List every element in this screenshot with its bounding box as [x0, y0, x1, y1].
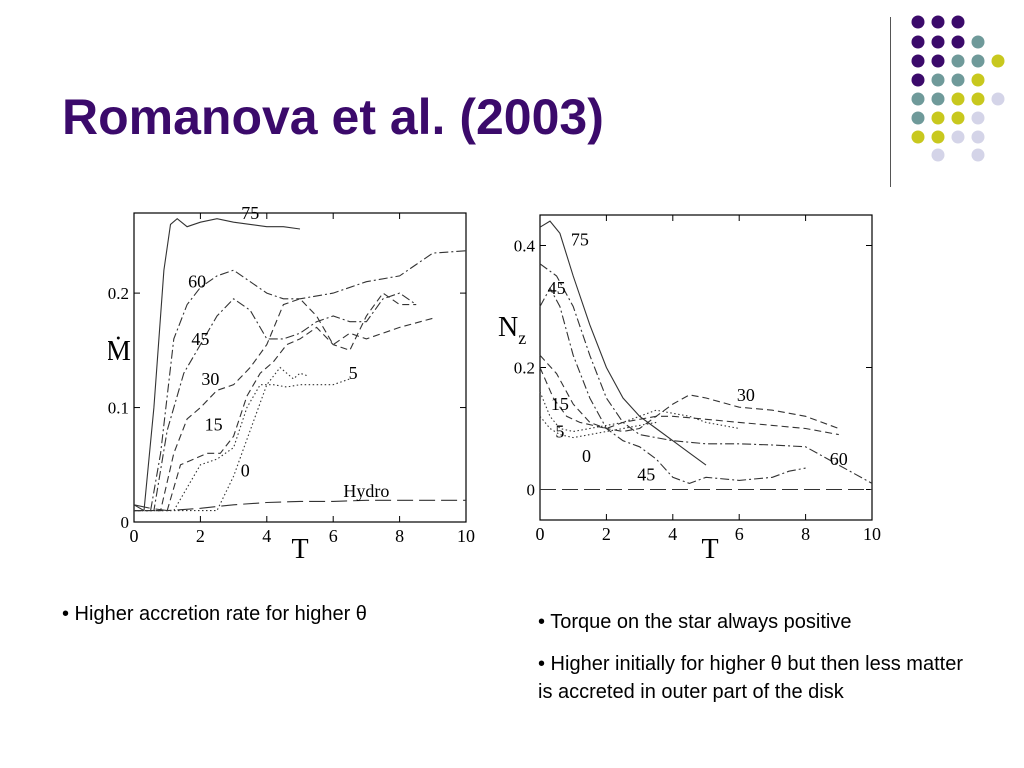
series-label: 45	[191, 329, 209, 349]
decorative-dot	[931, 54, 945, 68]
series-label: 30	[201, 369, 219, 389]
decorative-dot	[911, 54, 925, 68]
decorative-dot	[951, 92, 965, 106]
series-label: 30	[737, 385, 755, 405]
series-line	[134, 292, 417, 512]
decorative-dot	[931, 35, 945, 49]
series-line	[134, 292, 417, 512]
series-line	[134, 378, 350, 512]
decorative-dot	[911, 15, 925, 29]
series-label: Hydro	[343, 481, 389, 501]
series-line	[539, 287, 806, 484]
decorative-dot	[971, 130, 985, 144]
y-axis-label: Nz	[498, 312, 526, 348]
y-tick-label: 0.2	[108, 284, 129, 303]
x-tick-label: 10	[863, 524, 881, 544]
y-tick-label: 0.1	[108, 399, 129, 418]
series-label: 0	[582, 446, 591, 466]
series-label: 75	[571, 229, 589, 249]
x-tick-label: 0	[130, 526, 139, 546]
x-tick-label: 6	[329, 526, 338, 546]
decorative-dot	[951, 111, 965, 125]
x-tick-label: 8	[395, 526, 404, 546]
series-label: 75	[241, 203, 259, 223]
series-line	[133, 217, 301, 512]
decorative-dot	[971, 35, 985, 49]
decorative-dot	[991, 92, 1005, 106]
decorative-dot	[911, 111, 925, 125]
series-line	[134, 250, 467, 512]
decorative-dot	[931, 15, 945, 29]
decorative-dot	[971, 148, 985, 162]
decorative-dot	[931, 130, 945, 144]
annotation-label: 45	[637, 464, 655, 484]
x-axis-label: T	[291, 534, 308, 565]
caption-torque-positive: • Torque on the star always positive	[538, 611, 852, 633]
series-label: 15	[551, 394, 569, 414]
series-line	[133, 499, 466, 512]
decorative-dot	[931, 92, 945, 106]
decorative-dot	[971, 54, 985, 68]
decorative-dot	[911, 73, 925, 87]
caption-torque-initial: • Higher initially for higher θ but then…	[538, 653, 963, 703]
x-tick-label: 0	[536, 524, 545, 544]
plot-frame	[133, 212, 467, 523]
x-tick-label: 8	[801, 524, 810, 544]
series-line	[539, 367, 839, 436]
title-divider-line	[890, 17, 891, 187]
caption-accretion-rate: • Higher accretion rate for higher θ	[62, 603, 367, 625]
series-label: 5	[349, 363, 358, 383]
decorative-dot	[951, 15, 965, 29]
decorative-dot	[971, 73, 985, 87]
x-tick-label: 10	[457, 526, 475, 546]
x-tick-label: 6	[735, 524, 744, 544]
y-tick-label: 0	[121, 513, 130, 532]
decorative-dot	[951, 35, 965, 49]
caption-right: • Torque on the star always positive • H…	[538, 608, 978, 720]
decorative-dot	[991, 54, 1005, 68]
caption-left: • Higher accretion rate for higher θ	[62, 600, 492, 642]
x-axis-label: T	[701, 534, 718, 565]
series-label: 60	[830, 449, 848, 469]
decorative-dot	[931, 111, 945, 125]
slide-title: Romanova et al. (2003)	[62, 89, 604, 145]
decorative-dot	[911, 35, 925, 49]
y-tick-label: 0.4	[514, 237, 536, 256]
decorative-dot	[951, 73, 965, 87]
decorative-dot	[931, 148, 945, 162]
decorative-dot	[951, 130, 965, 144]
x-tick-label: 4	[262, 526, 271, 546]
y-axis-label-subscript: z	[518, 328, 526, 348]
y-tick-label: 0	[527, 481, 536, 500]
decorative-dot-grid	[911, 15, 1005, 162]
decorative-dot	[971, 111, 985, 125]
y-axis-label: Ṁ	[108, 336, 131, 367]
y-tick-label: 0.2	[514, 359, 535, 378]
series-label: 5	[555, 422, 564, 442]
series-label: 15	[205, 415, 223, 435]
plot-frame	[539, 214, 873, 521]
series-line	[134, 298, 433, 512]
series-label: 45	[548, 278, 566, 298]
decorative-dot	[971, 92, 985, 106]
decorative-dot	[931, 73, 945, 87]
mass-accretion-rate-plot: 0 2 4 6 8 10 0 0.1 0.2 T Ṁ 75 60 45 30 15 5 0 Hydro	[108, 203, 475, 565]
series-line	[539, 263, 873, 484]
x-tick-label: 2	[602, 524, 611, 544]
decorative-dot	[911, 130, 925, 144]
series-line	[539, 220, 707, 466]
series-label: 0	[241, 461, 250, 481]
decorative-dot	[911, 92, 925, 106]
decorative-dot	[951, 54, 965, 68]
x-tick-label: 4	[668, 524, 677, 544]
series-line	[539, 391, 740, 433]
series-line	[539, 354, 839, 433]
series-label: 60	[188, 272, 206, 292]
x-tick-label: 2	[196, 526, 205, 546]
